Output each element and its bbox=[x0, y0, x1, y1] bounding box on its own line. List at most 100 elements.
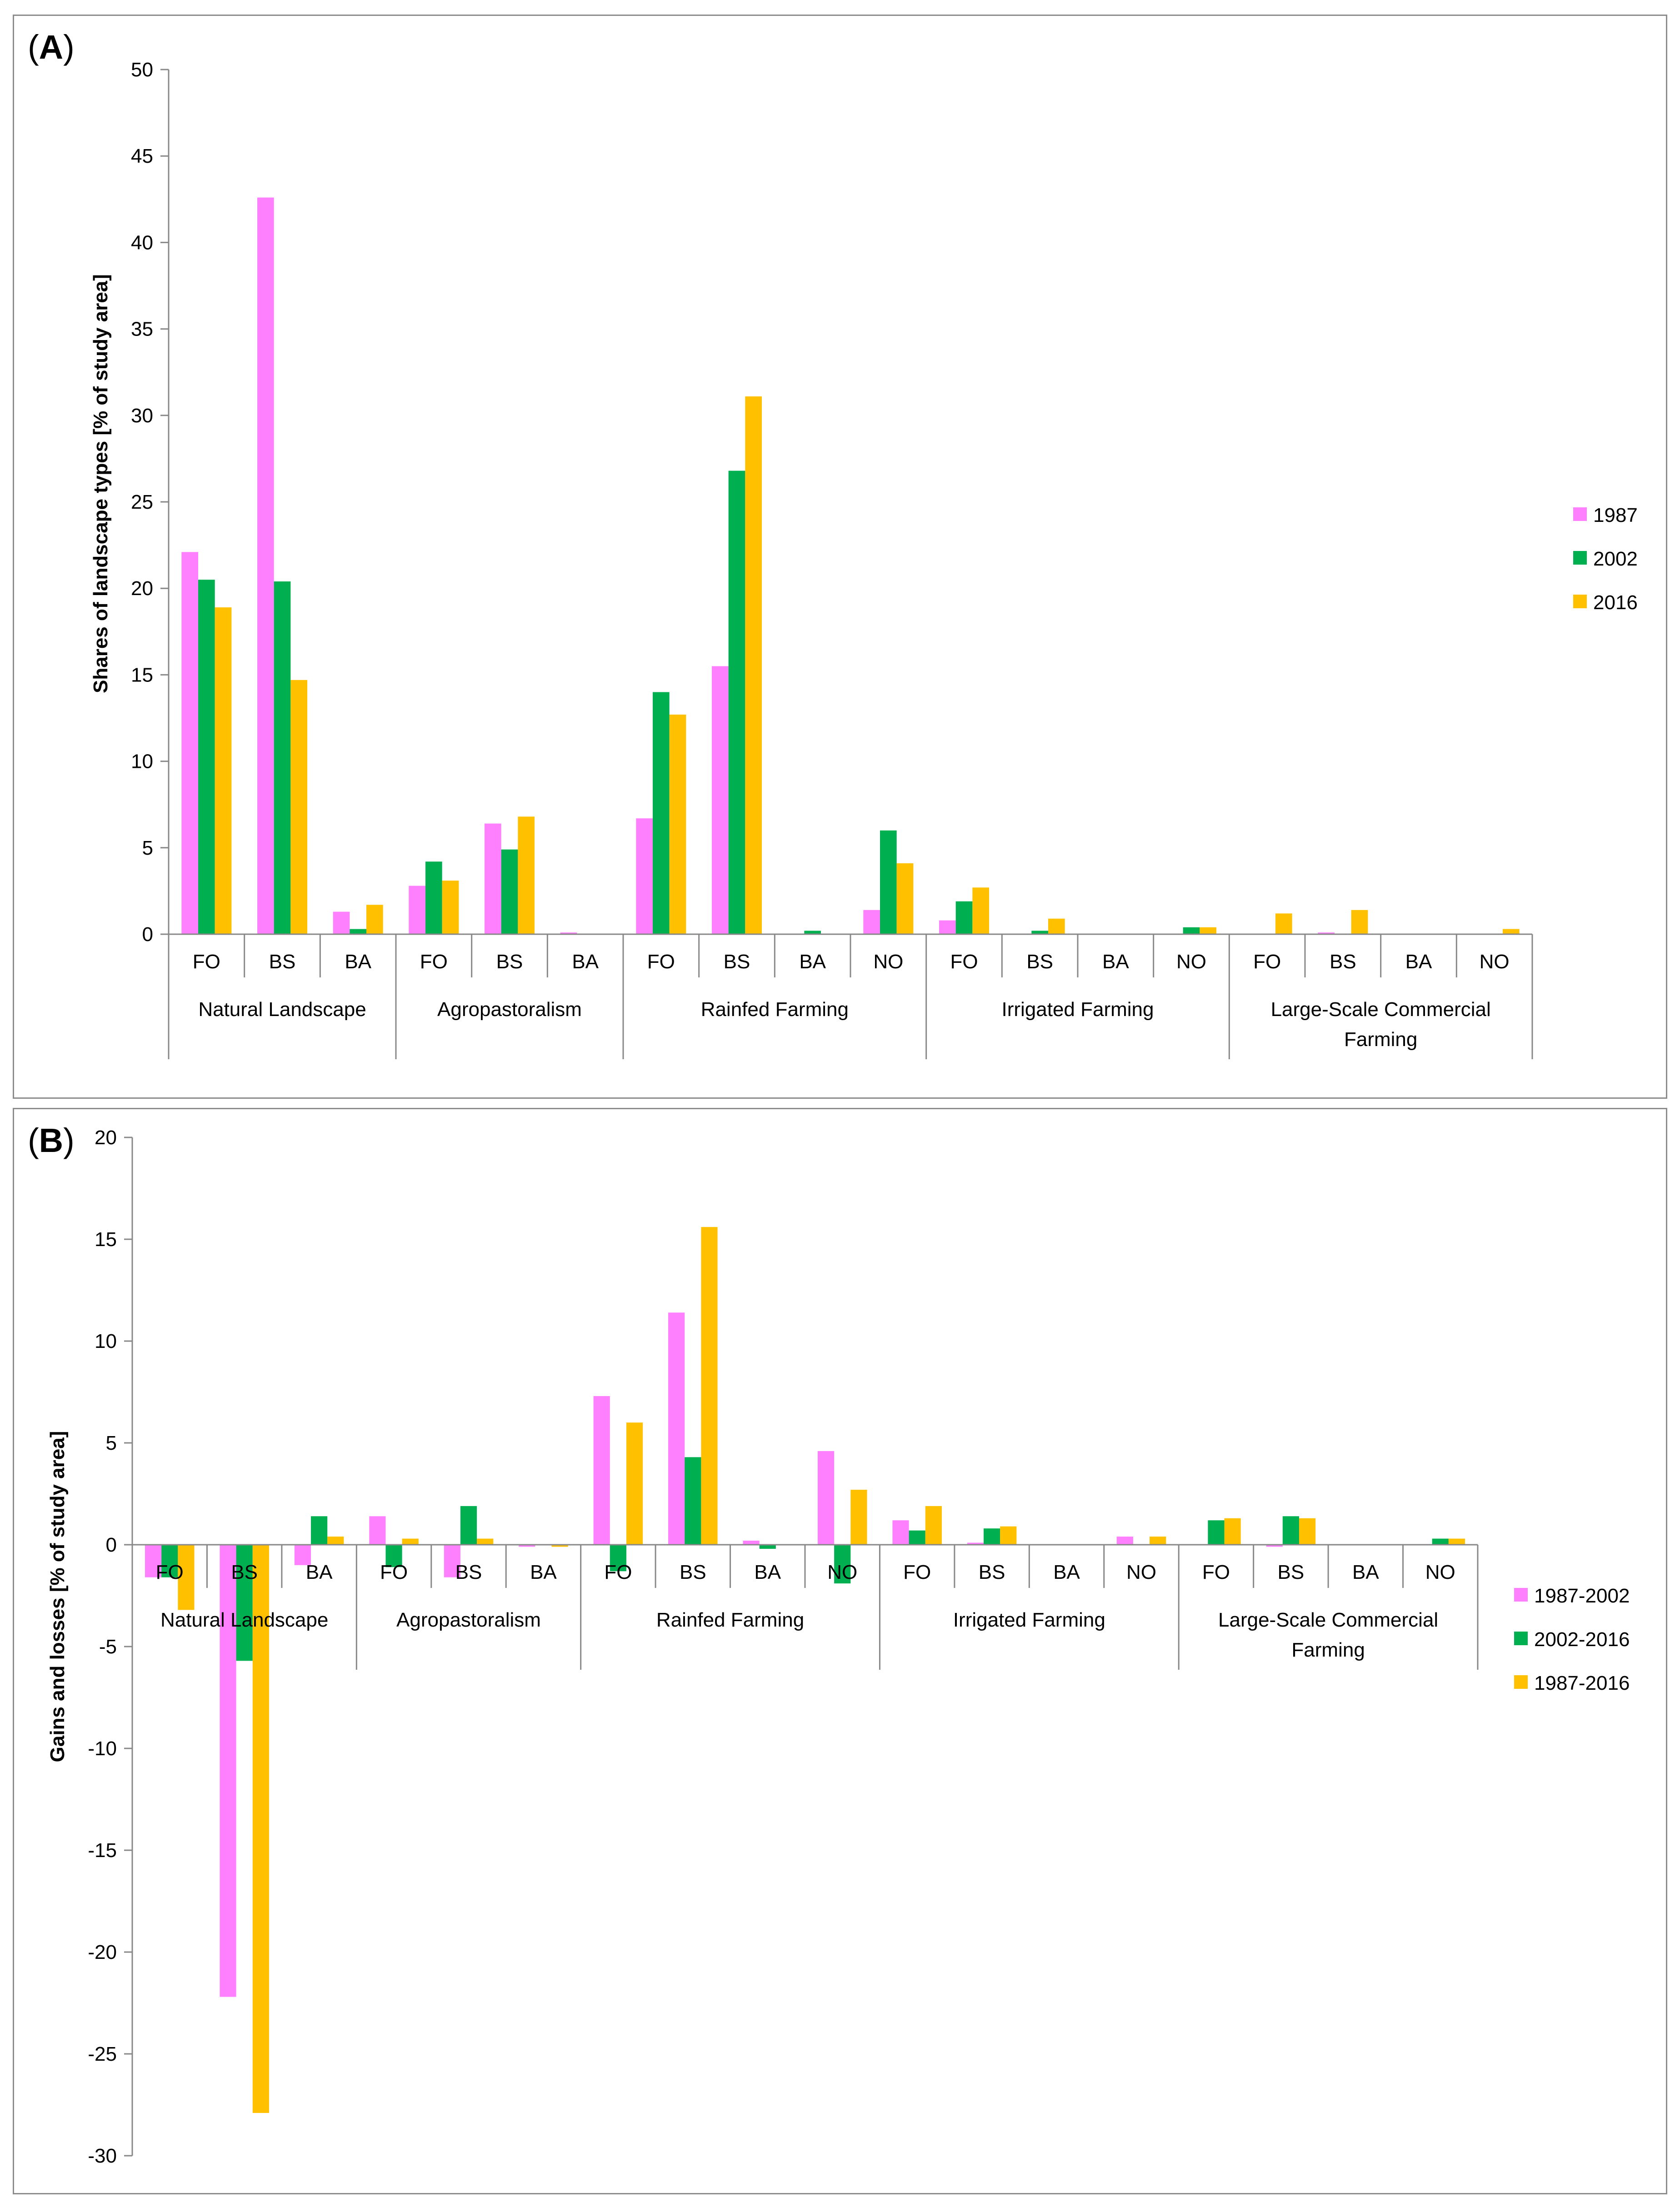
chart-b-group-label: Natural Landscape bbox=[160, 1609, 328, 1631]
chart-b-bar-2002-2016-0 bbox=[161, 1545, 178, 1577]
chart-b-bar-1987-2016-2 bbox=[327, 1537, 344, 1545]
chart-b-y-tick-label: -15 bbox=[88, 1839, 117, 1862]
chart-a-bar-2016-1 bbox=[290, 680, 307, 934]
chart-a-bar-2002-4 bbox=[501, 849, 518, 934]
chart-a-bar-1987-0 bbox=[181, 552, 198, 934]
chart-b-bar-1987-2002-10 bbox=[892, 1520, 909, 1545]
chart-a-group-label: Irrigated Farming bbox=[1001, 998, 1154, 1021]
chart-a-category-label: FO bbox=[193, 951, 220, 973]
chart-a-bar-1987-5 bbox=[560, 932, 577, 934]
chart-b-bar-2002-2016-10 bbox=[909, 1530, 925, 1545]
chart-a-legend-swatch bbox=[1573, 507, 1587, 521]
chart-a-bar-1987-9 bbox=[863, 910, 880, 934]
chart-a-y-tick-label: 40 bbox=[131, 231, 153, 254]
chart-a-y-tick-label: 5 bbox=[142, 837, 153, 859]
chart-b-category-label: BS bbox=[680, 1561, 706, 1583]
chart-b-legend-label: 2002-2016 bbox=[1534, 1628, 1630, 1651]
chart-a-bar-1987-10 bbox=[939, 920, 956, 934]
chart-b-bar-1987-2002-0 bbox=[145, 1545, 162, 1577]
chart-a-legend-swatch bbox=[1573, 551, 1587, 565]
chart-a-bar-2016-2 bbox=[366, 905, 383, 934]
chart-b-group-label: Large-Scale Commercial bbox=[1218, 1609, 1438, 1631]
chart-b-bar-1987-2016-10 bbox=[925, 1506, 942, 1545]
chart-a-category-label: BA bbox=[799, 951, 826, 973]
chart-a-bar-2016-3 bbox=[442, 881, 459, 934]
chart-b-bar-1987-2002-11 bbox=[967, 1542, 984, 1545]
chart-b-bar-2002-2016-2 bbox=[311, 1516, 328, 1545]
chart-b-bar-2002-2016-6 bbox=[610, 1545, 626, 1572]
chart-b-legend-label: 1987-2002 bbox=[1534, 1585, 1630, 1607]
chart-b-group-label: Farming bbox=[1291, 1639, 1365, 1661]
chart-a-bar-2002-8 bbox=[804, 931, 821, 934]
chart-a-bar-1987-6 bbox=[636, 818, 653, 934]
chart-b-category-label: BA bbox=[1352, 1561, 1379, 1583]
chart-b-bar-1987-2016-0 bbox=[178, 1545, 195, 1610]
chart-a-group-label: Natural Landscape bbox=[198, 998, 366, 1021]
chart-a-group-label: Rainfed Farming bbox=[701, 998, 849, 1021]
chart-a-bar-2002-2 bbox=[350, 929, 366, 934]
chart-b-category-label: NO bbox=[827, 1561, 857, 1583]
chart-a-category-label: FO bbox=[950, 951, 978, 973]
chart-a-bar-2016-10 bbox=[972, 887, 989, 934]
chart-b-y-tick-label: -25 bbox=[88, 2043, 117, 2065]
chart-a-group-label: Agropastoralism bbox=[437, 998, 582, 1021]
chart-b-bar-1987-2016-15 bbox=[1299, 1518, 1316, 1545]
chart-a-y-tick-label: 0 bbox=[142, 923, 153, 946]
chart-b-bar-1987-2016-3 bbox=[402, 1538, 419, 1545]
chart-a-bar-2002-3 bbox=[425, 861, 442, 934]
chart-a-bar-1987-15 bbox=[1318, 932, 1335, 934]
chart-b-bar-1987-2016-4 bbox=[477, 1538, 494, 1545]
chart-a-bar-2016-14 bbox=[1275, 913, 1292, 934]
chart-b-bar-2002-2016-3 bbox=[385, 1545, 402, 1567]
chart-b-bar-2002-2016-4 bbox=[460, 1506, 477, 1545]
chart-b-y-tick-label: -5 bbox=[99, 1636, 117, 1658]
chart-b-category-label: FO bbox=[604, 1561, 632, 1583]
chart-a-legend-swatch bbox=[1573, 595, 1587, 608]
panel-b: (B) -30 -25 -20 -15 -10 -5 0 5 10 15 20 Gains and l… bbox=[13, 1108, 1667, 2194]
chart-b-legend-label: 1987-2016 bbox=[1534, 1672, 1630, 1694]
chart-b-bar-1987-2002-15 bbox=[1266, 1545, 1283, 1547]
panel-a-label: (A) bbox=[28, 28, 75, 66]
chart-a-category-label: NO bbox=[1480, 951, 1510, 973]
chart-b-category-label: BA bbox=[754, 1561, 781, 1583]
chart-a-bar-2016-17 bbox=[1503, 929, 1520, 934]
chart-a-legend-label: 1987 bbox=[1593, 504, 1638, 526]
chart-a-category-label: BS bbox=[1330, 951, 1356, 973]
chart-a-bar-2016-9 bbox=[896, 863, 914, 934]
chart-b-y-tick-label: 5 bbox=[106, 1432, 117, 1454]
chart-b-category-label: FO bbox=[380, 1561, 408, 1583]
chart-b-y-tick-label: -30 bbox=[88, 2145, 117, 2167]
chart-b-y-tick-label: 0 bbox=[106, 1534, 117, 1556]
chart-b-bar-2002-2016-14 bbox=[1208, 1520, 1225, 1545]
chart-b-bar-1987-2016-11 bbox=[1000, 1526, 1017, 1545]
chart-a-bar-2002-6 bbox=[653, 692, 670, 934]
chart-b-bar-1987-2016-13 bbox=[1150, 1537, 1166, 1545]
chart-b-legend-swatch bbox=[1514, 1588, 1528, 1602]
chart-b-group-label: Agropastoralism bbox=[396, 1609, 541, 1631]
chart-b-category-label: NO bbox=[1126, 1561, 1156, 1583]
chart-b-bar-1987-2002-5 bbox=[519, 1545, 535, 1547]
chart-b-bar-1987-2002-9 bbox=[817, 1451, 835, 1545]
chart-b-bar-1987-2002-8 bbox=[743, 1541, 760, 1545]
chart-b-bar-1987-2002-2 bbox=[294, 1545, 311, 1565]
chart-a-y-tick-label: 10 bbox=[131, 751, 153, 773]
chart-b-category-label: BS bbox=[231, 1561, 258, 1583]
chart-b-bar-2002-2016-11 bbox=[984, 1528, 1000, 1545]
chart-a-bar-2002-7 bbox=[728, 471, 745, 934]
chart-a-bar-1987-1 bbox=[257, 197, 274, 935]
chart-a-category-label: NO bbox=[873, 951, 903, 973]
chart-b-group-label: Irrigated Farming bbox=[953, 1609, 1105, 1631]
chart-a: 0 5 10 15 20 25 30 35 40 45 50 Shares of landscape … bbox=[90, 59, 1638, 1059]
chart-b-category-label: FO bbox=[156, 1561, 184, 1583]
chart-a-category-label: FO bbox=[647, 951, 675, 973]
chart-a-category-label: NO bbox=[1176, 951, 1206, 973]
chart-b-category-label: FO bbox=[1202, 1561, 1230, 1583]
chart-a-category-label: BS bbox=[269, 951, 296, 973]
chart-b-bar-1987-2016-5 bbox=[551, 1545, 568, 1547]
chart-b-bar-1987-2002-13 bbox=[1116, 1537, 1133, 1545]
chart-a-bar-1987-4 bbox=[485, 823, 501, 934]
chart-b-category-label: NO bbox=[1425, 1561, 1455, 1583]
chart-b-legend-swatch bbox=[1514, 1675, 1528, 1689]
chart-b-bar-1987-2016-6 bbox=[626, 1422, 643, 1545]
chart-a-bar-2002-1 bbox=[274, 581, 291, 934]
